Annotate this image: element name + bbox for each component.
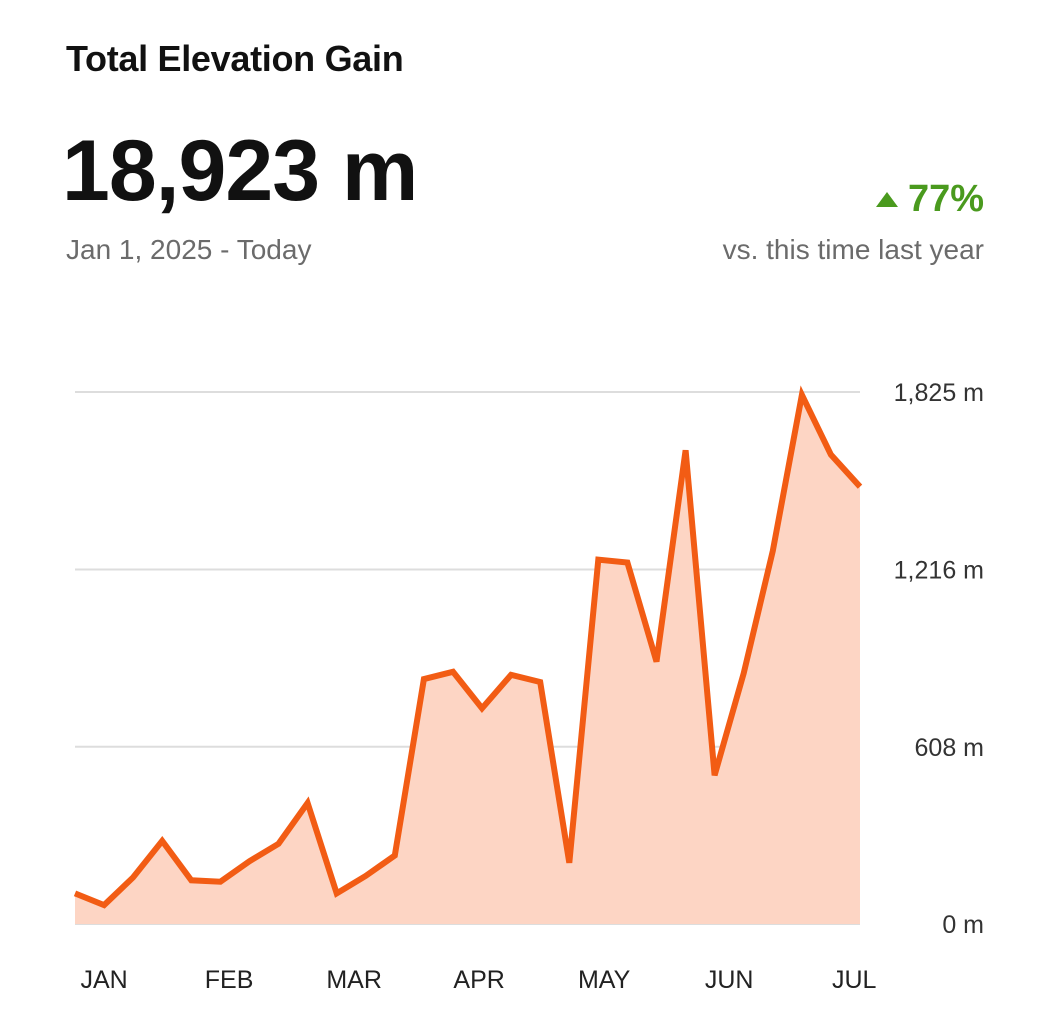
x-tick-label: APR [453,966,504,994]
x-axis-labels: JAN FEB MAR APR MAY JUN JUL [80,966,876,994]
x-tick-label: MAY [578,966,631,994]
x-tick-label: JAN [80,966,127,994]
comparison-label: vs. this time last year [722,234,984,265]
change-percentage: 77% [907,178,984,220]
change-indicator: 77% [875,178,984,221]
y-tick-label: 1,216 m [894,557,984,585]
x-tick-label: JUL [832,966,877,994]
date-range: Jan 1, 2025 - Today [66,234,312,265]
y-tick-label: 0 m [942,911,984,939]
y-axis-labels: 0 m 608 m 1,216 m 1,825 m [894,379,984,939]
arrow-up-icon [875,192,898,207]
chart-title: Total Elevation Gain [66,38,404,79]
x-tick-label: MAR [326,966,382,994]
x-tick-label: FEB [205,966,254,994]
elevation-line [73,385,863,909]
elevation-area-fill [75,394,860,924]
total-elevation-value: 18,923 m [62,123,418,219]
x-tick-label: JUN [705,966,754,994]
y-tick-label: 608 m [915,734,984,762]
y-tick-label: 1,825 m [894,379,984,407]
